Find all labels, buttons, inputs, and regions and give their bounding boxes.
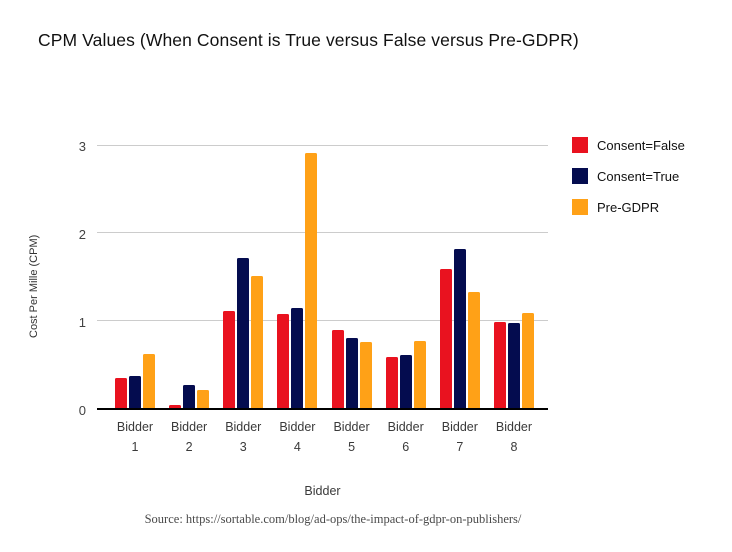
bar-pre-gdpr-bidder-7: [467, 291, 480, 408]
legend-label: Consent=True: [597, 168, 680, 184]
bar-consent-true-bidder-1: [129, 375, 141, 408]
bar-group-bidder-2: [169, 146, 210, 408]
bar-pre-gdpr-bidder-6: [413, 340, 426, 408]
x-category-label-bidder-4: Bidder 4: [279, 420, 316, 454]
legend-swatch-icon: [572, 137, 588, 153]
bar-consent-true-bidder-5: [345, 338, 358, 408]
bar-group-bidder-7: [439, 146, 480, 408]
bar-group-bidder-4: [277, 146, 318, 408]
legend: Consent=False Consent=True Pre-GDPR: [572, 137, 685, 230]
plot-area: [97, 145, 548, 410]
bar-consent-false-bidder-6: [385, 357, 398, 408]
bar-consent-true-bidder-7: [453, 249, 466, 408]
y-axis-title: Cost Per Mille (CPM): [28, 234, 40, 338]
bar-consent-false-bidder-2: [169, 405, 182, 408]
bar-consent-false-bidder-7: [439, 269, 452, 408]
bar-pre-gdpr-bidder-1: [143, 353, 155, 408]
source-citation: Source: https://sortable.com/blog/ad-ops…: [144, 512, 522, 526]
legend-swatch-icon: [572, 199, 588, 215]
bar-group-bidder-5: [331, 146, 372, 408]
legend-label: Pre-GDPR: [597, 199, 660, 215]
legend-item-pre-gdpr: Pre-GDPR: [572, 199, 685, 215]
bar-consent-true-bidder-3: [237, 257, 250, 408]
x-category-label-bidder-7: Bidder 7: [441, 420, 478, 454]
legend-item-consent-false: Consent=False: [572, 137, 685, 153]
gridline-1: [97, 319, 548, 321]
bar-group-bidder-1: [115, 146, 155, 408]
bar-consent-true-bidder-2: [183, 385, 196, 408]
x-category-label-bidder-5: Bidder 5: [333, 420, 370, 454]
x-category-label-bidder-1: Bidder 1: [116, 420, 154, 454]
bar-pre-gdpr-bidder-8: [521, 312, 534, 408]
legend-item-consent-true: Consent=True: [572, 168, 685, 184]
bar-consent-false-bidder-3: [223, 311, 236, 408]
gridline-3: [97, 145, 548, 146]
bar-consent-true-bidder-8: [507, 323, 520, 408]
bar-group-bidder-3: [223, 146, 264, 408]
bar-consent-false-bidder-5: [331, 330, 344, 408]
bar-group-bidder-8: [493, 146, 534, 408]
x-category-label-bidder-8: Bidder 8: [495, 420, 533, 454]
legend-label: Consent=False: [597, 137, 685, 153]
bar-consent-false-bidder-1: [115, 378, 127, 408]
bar-consent-false-bidder-4: [277, 313, 290, 408]
y-tick-label-3: 3: [78, 139, 86, 154]
bar-consent-true-bidder-6: [399, 354, 412, 408]
bar-group-bidder-6: [385, 146, 426, 408]
bar-consent-false-bidder-8: [493, 321, 506, 408]
y-tick-label-2: 2: [78, 227, 86, 242]
y-tick-label-1: 1: [78, 315, 86, 330]
gridline-2: [97, 232, 548, 234]
bar-pre-gdpr-bidder-3: [251, 276, 264, 408]
legend-swatch-icon: [572, 168, 588, 184]
bar-pre-gdpr-bidder-2: [197, 389, 210, 408]
bar-pre-gdpr-bidder-4: [305, 153, 318, 408]
bar-consent-true-bidder-4: [291, 308, 304, 408]
x-category-label-bidder-2: Bidder 2: [171, 420, 208, 454]
y-tick-label-0: 0: [78, 403, 86, 418]
x-category-label-bidder-3: Bidder 3: [225, 420, 262, 454]
chart-title: CPM Values (When Consent is True versus …: [38, 30, 579, 50]
bar-pre-gdpr-bidder-5: [359, 341, 372, 408]
x-axis-title: Bidder: [304, 484, 341, 498]
x-category-label-bidder-6: Bidder 6: [387, 420, 424, 454]
